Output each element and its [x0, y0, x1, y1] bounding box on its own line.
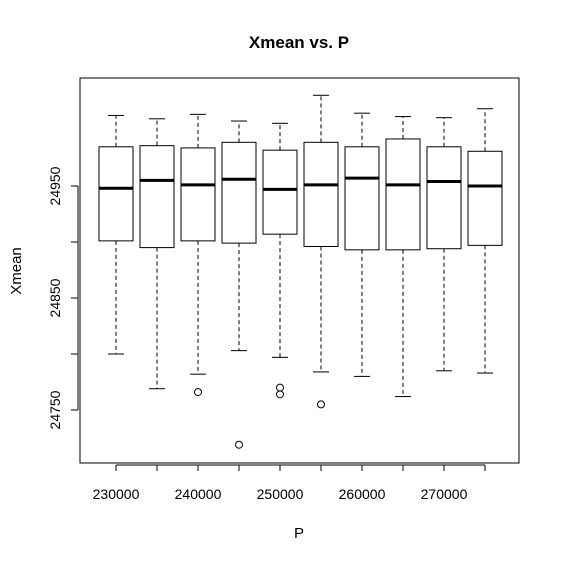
outlier-point: [194, 388, 202, 397]
outlier-point: [276, 383, 284, 392]
x-tick-label: 240000: [175, 486, 222, 502]
y-axis-label: Xmean: [8, 247, 25, 295]
y-tick-label: 24850: [47, 278, 63, 317]
box-iqr: [467, 150, 503, 246]
x-axis: 230000 240000 250000 260000 270000: [93, 464, 486, 502]
outlier-point: [317, 400, 325, 409]
x-axis-label: P: [294, 525, 304, 542]
box-iqr: [303, 141, 339, 247]
box-iqr: [426, 146, 462, 250]
outlier-point: [235, 440, 243, 449]
outlier-point: [276, 390, 284, 399]
box-iqr: [98, 146, 134, 242]
box-iqr: [262, 149, 298, 235]
x-tick-label: 260000: [339, 486, 386, 502]
plot-frame: [79, 77, 520, 464]
x-tick-label: 230000: [93, 486, 140, 502]
x-tick-label: 250000: [257, 486, 304, 502]
y-tick-label: 24950: [47, 166, 63, 205]
box-group: [98, 94, 503, 449]
y-tick-label: 24750: [47, 390, 63, 429]
y-axis: 24750 24850 24950: [47, 166, 79, 429]
chart-title: Xmean vs. P: [249, 33, 349, 52]
box-iqr: [344, 146, 380, 251]
box-iqr: [385, 138, 421, 251]
box-iqr: [180, 147, 216, 242]
box-iqr: [139, 145, 175, 249]
box-iqr: [221, 141, 257, 244]
x-tick-label: 270000: [421, 486, 468, 502]
